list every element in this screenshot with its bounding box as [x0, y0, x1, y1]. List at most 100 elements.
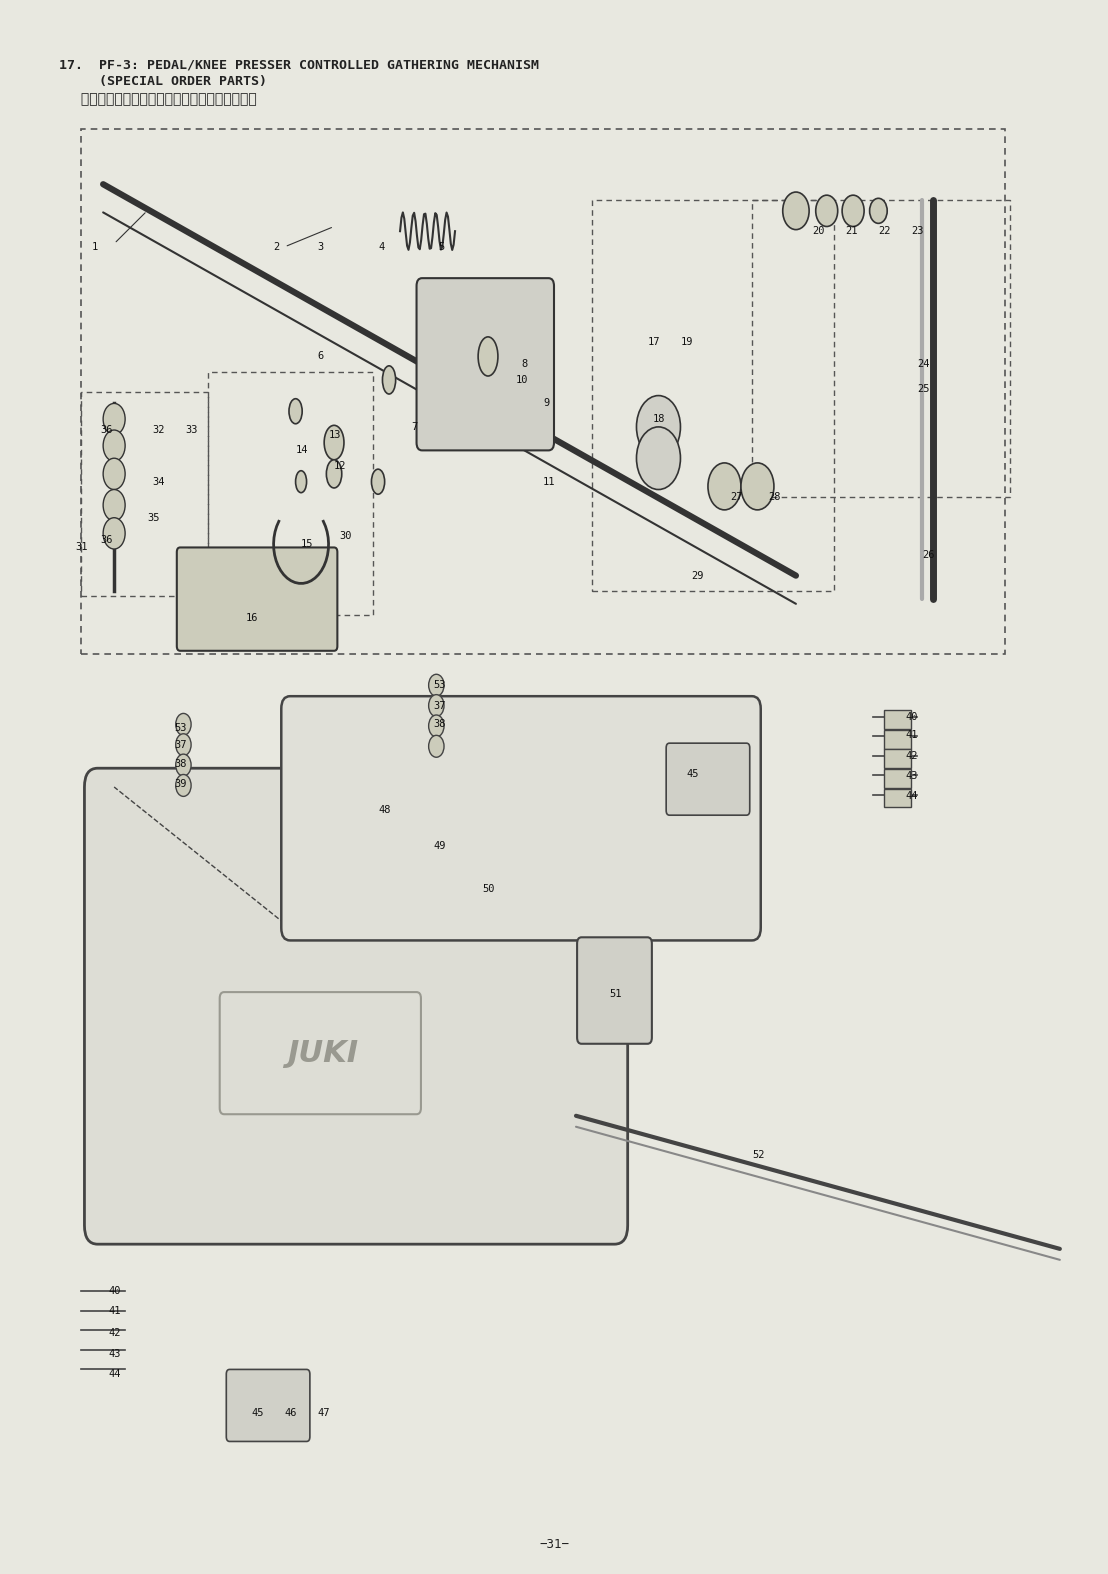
Text: 18: 18: [653, 414, 666, 423]
Text: 15: 15: [301, 540, 314, 549]
Text: 26: 26: [922, 551, 935, 560]
Text: 40: 40: [109, 1286, 121, 1295]
Text: 8: 8: [521, 359, 527, 370]
Circle shape: [429, 715, 444, 737]
Text: 24: 24: [917, 359, 930, 370]
Text: 38: 38: [175, 759, 187, 768]
FancyBboxPatch shape: [884, 710, 912, 729]
Circle shape: [815, 195, 838, 227]
Circle shape: [103, 430, 125, 461]
Text: 29: 29: [691, 571, 704, 581]
Text: 43: 43: [906, 771, 919, 781]
Ellipse shape: [296, 471, 307, 493]
Circle shape: [429, 735, 444, 757]
FancyBboxPatch shape: [281, 696, 761, 940]
Circle shape: [636, 427, 680, 490]
Circle shape: [782, 192, 809, 230]
Text: 41: 41: [109, 1306, 121, 1316]
Text: 9: 9: [543, 398, 550, 408]
Text: 36: 36: [100, 425, 112, 434]
Circle shape: [176, 754, 191, 776]
Text: 44: 44: [906, 792, 919, 801]
Text: 10: 10: [515, 375, 529, 386]
Text: 33: 33: [186, 425, 198, 434]
Text: 40: 40: [906, 711, 919, 721]
FancyBboxPatch shape: [884, 749, 912, 768]
Text: 17: 17: [647, 337, 660, 348]
Text: 4: 4: [378, 242, 384, 252]
Text: (SPECIAL ORDER PARTS): (SPECIAL ORDER PARTS): [59, 74, 267, 88]
Text: 45: 45: [686, 770, 698, 779]
Text: 22: 22: [879, 227, 891, 236]
Circle shape: [429, 674, 444, 696]
Circle shape: [636, 395, 680, 458]
Text: 48: 48: [378, 806, 390, 815]
Text: 52: 52: [752, 1151, 765, 1160]
Text: 46: 46: [285, 1409, 297, 1418]
Text: 12: 12: [335, 461, 347, 471]
Text: 51: 51: [609, 988, 622, 998]
Text: 39: 39: [175, 779, 187, 789]
Text: 27: 27: [730, 493, 742, 502]
Text: 17.  PF-3: PEDAL/KNEE PRESSER CONTROLLED GATHERING MECHANISM: 17. PF-3: PEDAL/KNEE PRESSER CONTROLLED …: [59, 58, 540, 72]
FancyBboxPatch shape: [884, 789, 912, 807]
Text: 31: 31: [75, 543, 89, 552]
Circle shape: [429, 694, 444, 716]
Text: 11: 11: [543, 477, 555, 486]
FancyBboxPatch shape: [884, 730, 912, 749]
Text: JUKI: JUKI: [287, 1039, 359, 1067]
Ellipse shape: [479, 337, 497, 376]
FancyBboxPatch shape: [177, 548, 337, 650]
Text: 3: 3: [318, 242, 324, 252]
Ellipse shape: [327, 460, 341, 488]
Text: 13: 13: [329, 430, 341, 439]
Text: 44: 44: [109, 1369, 121, 1379]
Text: 49: 49: [433, 842, 445, 852]
FancyBboxPatch shape: [666, 743, 750, 815]
Text: 38: 38: [433, 719, 445, 729]
Circle shape: [103, 403, 125, 434]
Ellipse shape: [382, 365, 396, 394]
Circle shape: [741, 463, 773, 510]
Text: 50: 50: [482, 883, 495, 894]
Text: 25: 25: [917, 384, 930, 395]
Circle shape: [103, 458, 125, 490]
Text: 47: 47: [318, 1409, 330, 1418]
Text: 19: 19: [680, 337, 692, 348]
Text: 36: 36: [100, 535, 112, 545]
Text: ＰＦ－３：局部いせ込み装置（特別注文部品）: ＰＦ－３：局部いせ込み装置（特別注文部品）: [59, 91, 257, 105]
Text: 41: 41: [906, 730, 919, 740]
Text: −31−: −31−: [538, 1538, 570, 1550]
Text: 14: 14: [296, 445, 308, 455]
Text: 16: 16: [246, 612, 258, 623]
FancyBboxPatch shape: [226, 1369, 310, 1442]
Text: 5: 5: [439, 242, 444, 252]
Text: 23: 23: [912, 227, 924, 236]
Text: 37: 37: [175, 740, 187, 749]
FancyBboxPatch shape: [417, 279, 554, 450]
Text: 37: 37: [433, 700, 445, 710]
Text: 21: 21: [845, 227, 858, 236]
Ellipse shape: [371, 469, 384, 494]
Circle shape: [176, 713, 191, 735]
Text: 45: 45: [252, 1409, 264, 1418]
FancyBboxPatch shape: [84, 768, 627, 1243]
Text: 42: 42: [109, 1328, 121, 1338]
Circle shape: [103, 518, 125, 549]
Text: 53: 53: [433, 680, 445, 691]
Text: 7: 7: [411, 422, 418, 431]
Text: 35: 35: [147, 513, 160, 523]
Ellipse shape: [325, 425, 343, 460]
Circle shape: [870, 198, 888, 224]
Text: 53: 53: [175, 722, 187, 732]
Text: 30: 30: [339, 532, 352, 541]
Text: 6: 6: [318, 351, 324, 362]
Text: 43: 43: [109, 1349, 121, 1358]
Text: 20: 20: [812, 227, 825, 236]
Text: 28: 28: [769, 493, 781, 502]
Text: 34: 34: [153, 477, 165, 486]
Text: 32: 32: [153, 425, 165, 434]
Circle shape: [176, 733, 191, 756]
Text: 1: 1: [92, 242, 99, 252]
Circle shape: [176, 774, 191, 796]
